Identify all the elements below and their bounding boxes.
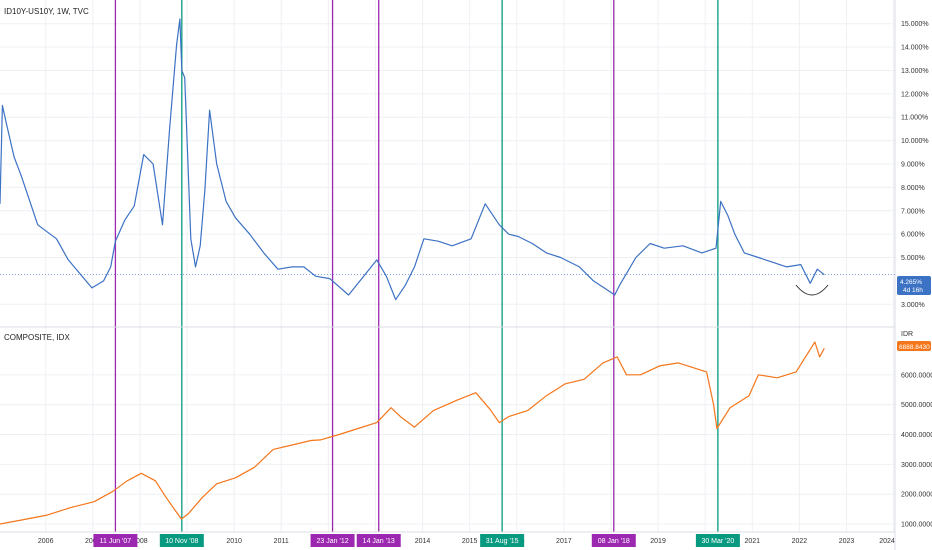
spread-pane [0,18,895,301]
y-tick-label: 9.000% [901,162,925,169]
spread-title: ID10Y-US10Y, 1W, TVC [4,7,89,16]
event-marker-tag [93,534,138,547]
spread-series-line [0,18,825,301]
composite-title: COMPOSITE, IDX [4,333,70,342]
event-marker-tag [591,534,636,547]
x-tick-label: 2022 [792,538,808,545]
grid-lines [0,0,895,532]
x-tick-label: 2008 [132,538,148,545]
y-tick-label: 11.000% [901,115,928,122]
y-tick-label: 5000.0000 [901,402,932,409]
event-marker-tag [159,534,204,547]
spread-price-axis: 15.000% 14.000% 13.000% 12.000% 11.000% 10.00… [901,21,929,309]
y-tick-label: 7.000% [901,208,925,215]
y-tick-label: 6.000% [901,232,925,239]
x-tick-label: 2015 [462,538,478,545]
y-tick-label: 14.000% [901,45,929,52]
event-marker-label: 30 Mar '20 [701,538,734,545]
x-tick-label: 2023 [839,538,855,545]
x-tick-label: 2014 [415,538,431,545]
y-tick-label: 6000.0000 [901,372,932,379]
spread-last-value: 4.265% [900,279,922,286]
y-tick-label: 4000.0000 [901,432,932,439]
event-marker-label: 08 Jan '18 [598,538,630,545]
marker-date-tags: 11 Jun '07 10 Nov '08 23 Jan '12 14 Jan '13… [93,534,740,547]
y-tick-label: 5.000% [901,255,925,262]
composite-series-line [0,341,825,525]
composite-unit-label: IDR [901,331,913,338]
composite-pane [0,341,825,525]
composite-last-value: 6888.8430 [899,344,930,351]
spread-last-value-badge: 4.265% 4d 16h [897,276,931,295]
event-marker-tag [480,534,525,547]
y-tick-label: 1000.0000 [901,522,932,529]
x-tick-label: 2024 [879,538,895,545]
event-marker-label: 14 Jan '13 [363,538,395,545]
y-tick-label: 15.000% [901,21,929,28]
event-marker-tag [695,534,740,547]
x-tick-label: 2019 [650,538,666,545]
y-tick-label: 2000.0000 [901,492,932,499]
x-tick-label: 2021 [744,538,760,545]
event-marker-label: 31 Aug '15 [486,538,519,545]
event-marker-tag [356,534,401,547]
y-tick-label: 3.000% [901,302,925,309]
y-tick-label: 12.000% [901,91,929,98]
x-tick-label: 2007 [85,538,101,545]
y-tick-label: 13.000% [901,68,929,75]
x-tick-label: 2017 [556,538,572,545]
composite-last-value-badge: 6888.8430 [897,341,931,351]
x-tick-label: 2006 [38,538,54,545]
spread-countdown: 4d 16h [903,287,923,294]
y-tick-label: 10.000% [901,138,929,145]
event-markers [114,0,719,532]
x-tick-label: 2011 [274,538,289,545]
composite-price-axis: 6000.0000 5000.0000 4000.0000 3000.0000 2000… [901,372,932,528]
event-marker-tag [310,534,355,547]
y-tick-label: 8.000% [901,185,925,192]
event-marker-label: 11 Jun '07 [100,538,132,545]
x-tick-label: 2010 [226,538,242,545]
event-marker-label: 23 Jan '12 [317,538,349,545]
annotation-arc [795,284,829,296]
event-marker-label: 10 Nov '08 [165,538,198,545]
y-tick-label: 3000.0000 [901,462,932,469]
